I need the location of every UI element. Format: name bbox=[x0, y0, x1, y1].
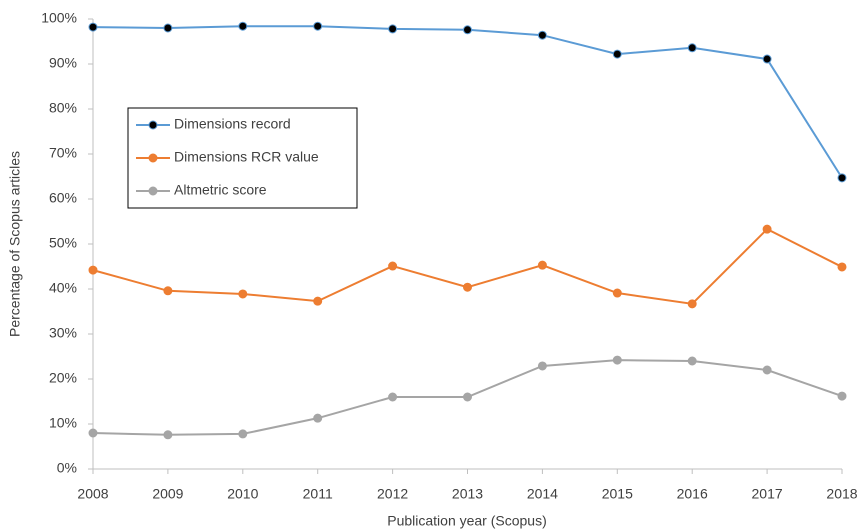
data-point bbox=[537, 30, 547, 40]
legend-marker bbox=[148, 120, 158, 130]
data-point bbox=[238, 21, 248, 31]
data-point bbox=[313, 21, 323, 31]
data-point bbox=[762, 54, 772, 64]
x-tick-label: 2014 bbox=[527, 486, 558, 502]
y-tick-label: 60% bbox=[49, 190, 77, 206]
x-tick-label: 2009 bbox=[152, 486, 183, 502]
data-point bbox=[612, 288, 622, 298]
data-point bbox=[537, 260, 547, 270]
legend-marker bbox=[148, 153, 158, 163]
data-point bbox=[388, 24, 398, 34]
data-point bbox=[762, 365, 772, 375]
data-point bbox=[388, 261, 398, 271]
y-tick-label: 80% bbox=[49, 100, 77, 116]
data-point bbox=[463, 25, 472, 35]
data-point bbox=[313, 413, 323, 423]
y-tick-label: 20% bbox=[49, 370, 77, 386]
x-tick-label: 2012 bbox=[377, 486, 408, 502]
data-point bbox=[687, 299, 697, 309]
data-point bbox=[238, 429, 248, 439]
x-tick-label: 2008 bbox=[77, 486, 108, 502]
y-tick-label: 40% bbox=[49, 280, 77, 296]
data-point bbox=[837, 173, 847, 183]
data-point bbox=[463, 282, 472, 292]
y-axis-label: Percentage of Scopus articles bbox=[7, 151, 23, 337]
x-tick-label: 2016 bbox=[677, 486, 708, 502]
y-tick-label: 100% bbox=[41, 10, 77, 26]
y-tick-label: 30% bbox=[49, 325, 77, 341]
y-tick-label: 50% bbox=[49, 235, 77, 251]
series-line bbox=[92, 227, 843, 305]
data-point bbox=[537, 361, 547, 371]
x-tick-label: 2017 bbox=[752, 486, 783, 502]
data-point bbox=[837, 391, 847, 401]
x-tick-label: 2018 bbox=[826, 486, 857, 502]
data-point bbox=[88, 428, 98, 438]
x-tick-label: 2010 bbox=[227, 486, 258, 502]
data-point bbox=[837, 262, 847, 272]
x-axis-label: Publication year (Scopus) bbox=[387, 513, 547, 529]
data-point bbox=[163, 286, 173, 296]
data-point bbox=[88, 265, 98, 275]
data-point bbox=[687, 43, 697, 53]
x-tick-label: 2015 bbox=[602, 486, 633, 502]
data-point bbox=[238, 289, 248, 299]
y-tick-label: 10% bbox=[49, 415, 77, 431]
x-tick-label: 2013 bbox=[452, 486, 483, 502]
y-tick-label: 0% bbox=[57, 460, 77, 476]
legend-label: Altmetric score bbox=[174, 182, 267, 198]
data-point bbox=[388, 392, 398, 402]
data-point bbox=[88, 22, 98, 32]
data-point bbox=[163, 430, 173, 440]
legend-label: Dimensions record bbox=[174, 116, 291, 132]
data-point bbox=[612, 355, 622, 365]
data-point bbox=[463, 392, 472, 402]
legend-marker bbox=[148, 186, 158, 196]
data-point bbox=[687, 356, 697, 366]
data-point bbox=[163, 23, 173, 33]
data-point bbox=[313, 296, 323, 306]
legend-label: Dimensions RCR value bbox=[174, 149, 319, 165]
x-tick-label: 2011 bbox=[303, 486, 333, 502]
y-tick-label: 90% bbox=[49, 55, 77, 71]
data-point bbox=[762, 224, 772, 234]
data-point bbox=[612, 49, 622, 59]
y-tick-label: 70% bbox=[49, 145, 77, 161]
